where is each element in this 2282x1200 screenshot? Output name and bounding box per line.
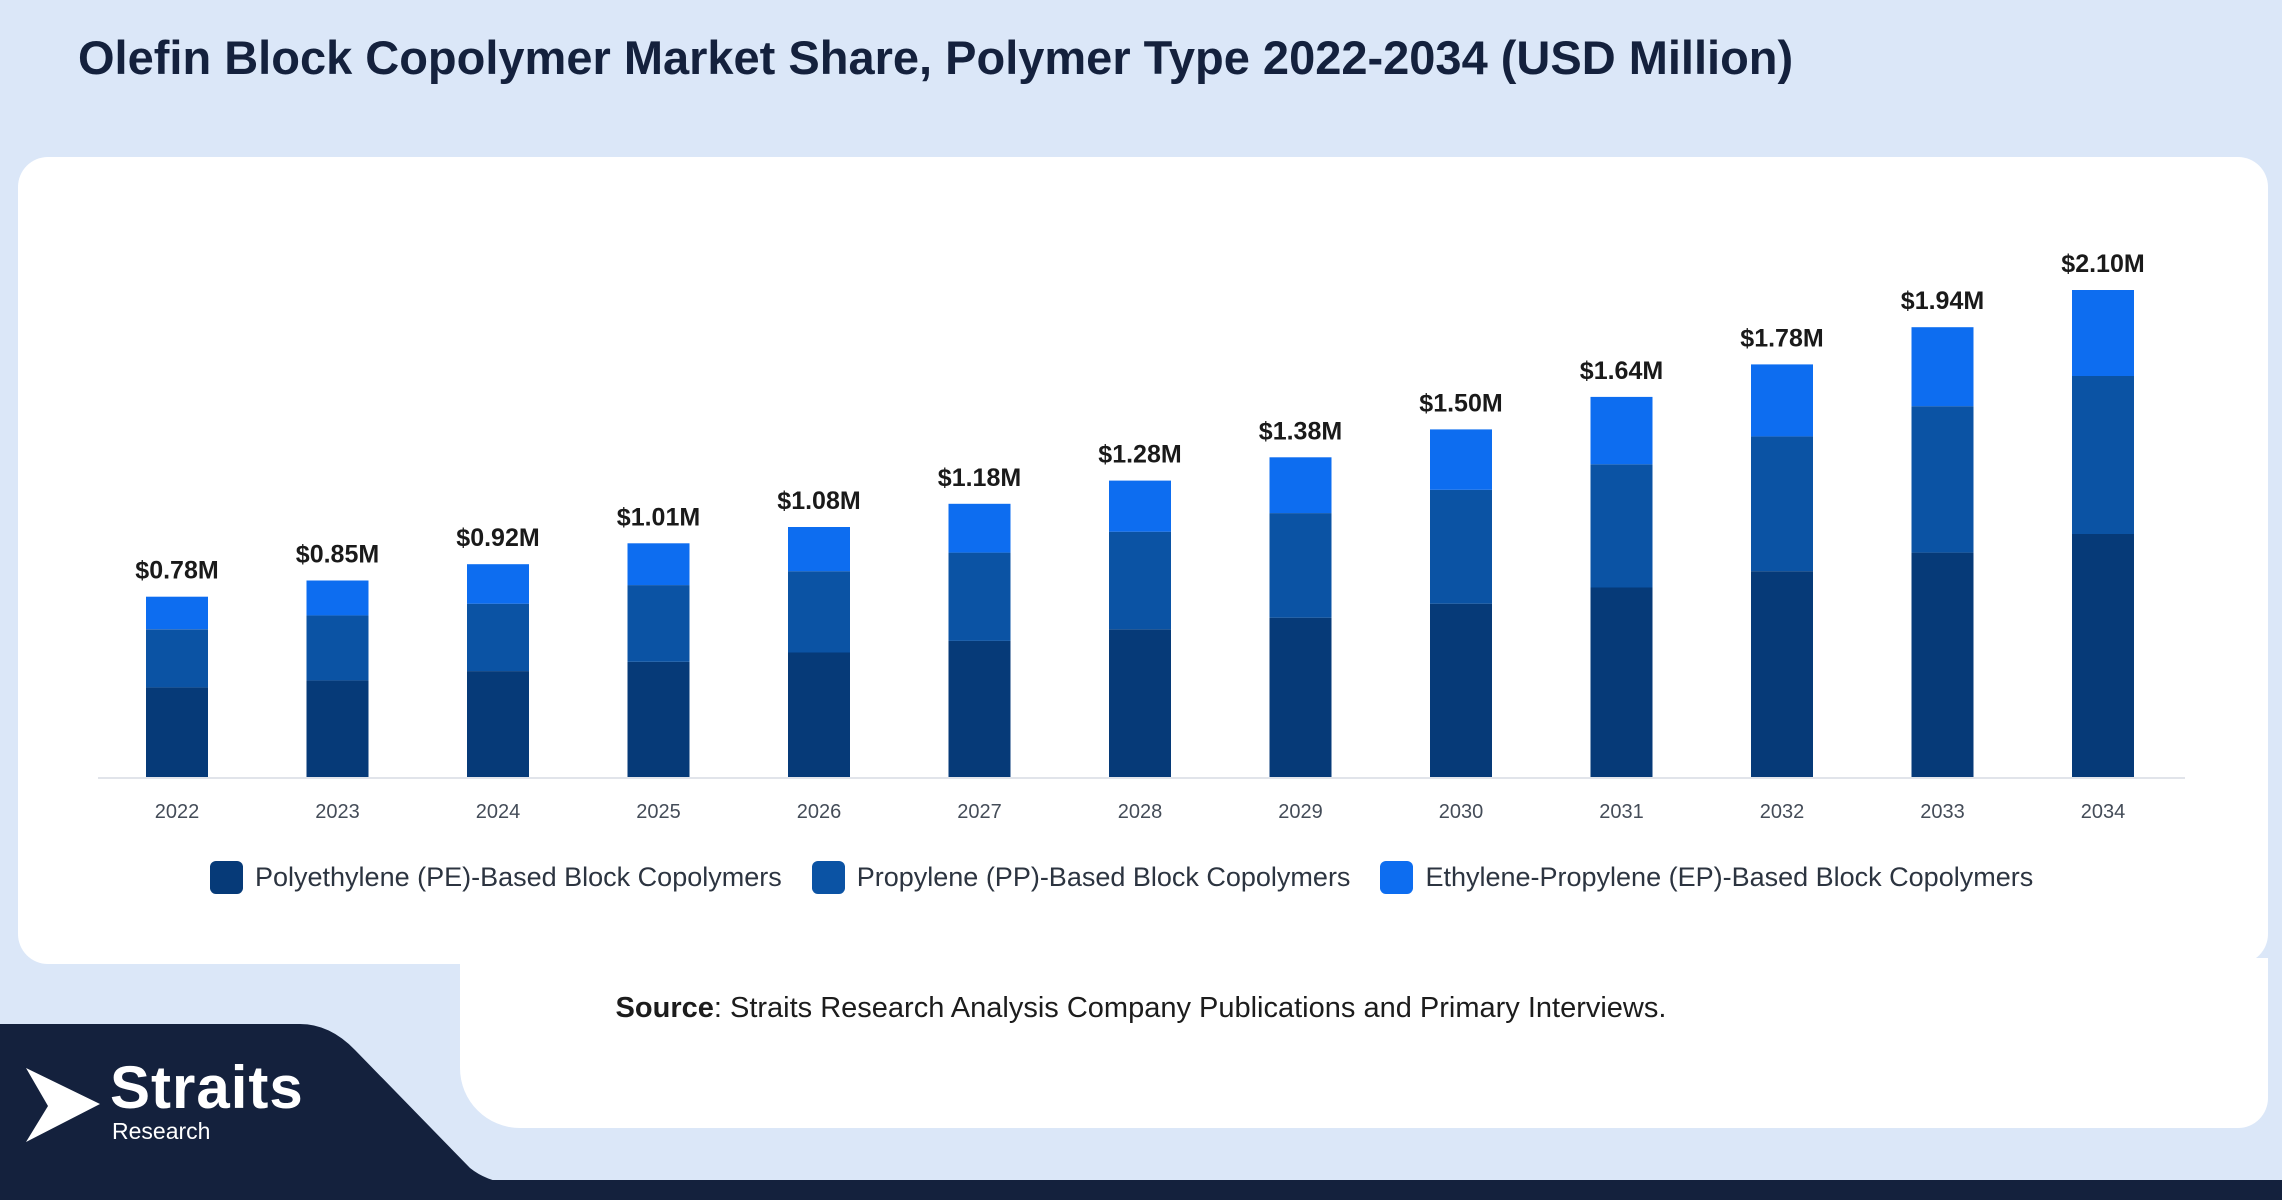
data-label-2029: $1.38M: [1259, 417, 1342, 445]
x-tick-label-2034: 2034: [2081, 801, 2126, 823]
x-tick-label-2025: 2025: [636, 801, 681, 823]
legend: Polyethylene (PE)-Based Block Copolymers…: [210, 857, 2063, 897]
logo-wordmark: Straits: [110, 1054, 304, 1121]
data-label-group: $0.78M $0.85M $0.92M $1.01M $1.08M $1.18M $1.2…: [135, 250, 2144, 585]
x-tick-label-2027: 2027: [957, 801, 1002, 823]
bar-ep-2028: [1109, 480, 1171, 532]
bar-pe-2034: [2072, 534, 2134, 778]
bar-pe-2031: [1590, 587, 1653, 778]
source-note: Source: Straits Research Analysis Compan…: [0, 992, 2282, 1025]
bar-ep-2034: [2072, 290, 2134, 376]
bar-ep-2033: [1911, 327, 1974, 407]
bar-ep-2031: [1590, 396, 1653, 465]
x-tick-label-2029: 2029: [1278, 801, 1323, 823]
bar-ep-2029: [1269, 457, 1332, 514]
bar-ep-2025: [627, 543, 690, 586]
bar-pp-2027: [948, 552, 1011, 641]
bar-pe-2028: [1109, 629, 1171, 778]
logo-subtitle: Research: [112, 1118, 211, 1144]
legend-label-pp: Propylene (PP)-Based Block Copolymers: [856, 861, 1351, 892]
bar-ep-2032: [1751, 364, 1813, 437]
legend-swatch-pp: [811, 860, 845, 894]
data-label-2028: $1.28M: [1098, 441, 1181, 469]
bar-pp-2032: [1751, 436, 1813, 572]
bar-pp-2025: [627, 585, 690, 662]
stacked-bar-chart: $0.78M $0.85M $0.92M $1.01M $1.08M $1.18M $1.2…: [98, 250, 2185, 823]
data-label-2026: $1.08M: [777, 487, 860, 515]
bar-pe-2023: [306, 680, 369, 778]
x-tick-label-2022: 2022: [155, 801, 200, 823]
x-tick-label-2032: 2032: [1760, 801, 1805, 823]
data-label-2031: $1.64M: [1580, 357, 1663, 385]
legend-item-ep: Ethylene-Propylene (EP)-Based Block Copo…: [1380, 860, 2034, 894]
legend-label-pe: Polyethylene (PE)-Based Block Copolymers: [255, 861, 782, 892]
data-label-2034: $2.10M: [2061, 250, 2144, 278]
bar-pe-2033: [1911, 552, 1974, 778]
bar-pe-2024: [467, 671, 529, 778]
x-tick-label-2028: 2028: [1118, 801, 1163, 823]
bar-pp-2026: [788, 571, 850, 653]
data-label-2024: $0.92M: [456, 524, 539, 552]
legend-swatch-pe: [210, 860, 243, 894]
chart-title: Olefin Block Copolymer Market Share, Pol…: [78, 31, 1794, 84]
bar-pp-2030: [1430, 489, 1492, 604]
x-tick-label-2031: 2031: [1599, 801, 1644, 823]
bar-group: [146, 290, 2134, 778]
bar-pp-2029: [1269, 513, 1332, 618]
bar-ep-2022: [146, 596, 208, 630]
data-label-2025: $1.01M: [617, 503, 700, 531]
bar-pp-2022: [146, 629, 208, 688]
bar-pp-2028: [1109, 531, 1171, 630]
bar-pp-2034: [2072, 376, 2134, 534]
bar-pe-2026: [788, 652, 850, 778]
data-label-2027: $1.18M: [938, 464, 1021, 492]
source-label: Source: [615, 992, 714, 1024]
bar-pe-2022: [146, 687, 208, 778]
x-tick-label-2023: 2023: [315, 801, 360, 823]
bar-ep-2024: [467, 564, 529, 604]
legend-swatch-ep: [1380, 860, 1414, 894]
straits-logo-icon: [26, 1068, 100, 1142]
legend-label-ep: Ethylene-Propylene (EP)-Based Block Copo…: [1425, 861, 2034, 892]
bar-ep-2030: [1430, 429, 1492, 490]
legend-item-pe: Polyethylene (PE)-Based Block Copolymers: [210, 860, 782, 894]
bar-pe-2029: [1269, 617, 1332, 778]
bar-pp-2031: [1590, 464, 1653, 588]
bar-pe-2030: [1430, 603, 1492, 778]
bottom-strip: [0, 1180, 2282, 1200]
bar-ep-2023: [306, 580, 369, 616]
bar-ep-2026: [788, 527, 850, 572]
x-tick-group: 2022 2023 2024 2025 2026 2027 2028 2029 2030 2031…: [155, 801, 2126, 823]
x-tick-label-2030: 2030: [1439, 801, 1484, 823]
source-text: : Straits Research Analysis Company Publ…: [713, 992, 1667, 1024]
bar-pe-2025: [627, 661, 690, 778]
bar-pp-2023: [306, 615, 369, 681]
data-label-2023: $0.85M: [296, 541, 379, 569]
data-label-2033: $1.94M: [1901, 287, 1984, 315]
bar-pe-2027: [948, 640, 1011, 778]
x-tick-label-2026: 2026: [797, 801, 842, 823]
data-label-2030: $1.50M: [1419, 389, 1502, 417]
legend-item-pp: Propylene (PP)-Based Block Copolymers: [811, 860, 1351, 894]
x-tick-label-2024: 2024: [476, 801, 521, 823]
bar-pe-2032: [1751, 571, 1813, 778]
bar-pp-2024: [467, 603, 529, 672]
x-tick-label-2033: 2033: [1920, 801, 1965, 823]
data-label-2032: $1.78M: [1740, 324, 1823, 352]
bar-ep-2027: [948, 503, 1011, 553]
source-panel: [460, 958, 2268, 1128]
bar-pp-2033: [1911, 406, 1974, 553]
data-label-2022: $0.78M: [135, 557, 218, 585]
